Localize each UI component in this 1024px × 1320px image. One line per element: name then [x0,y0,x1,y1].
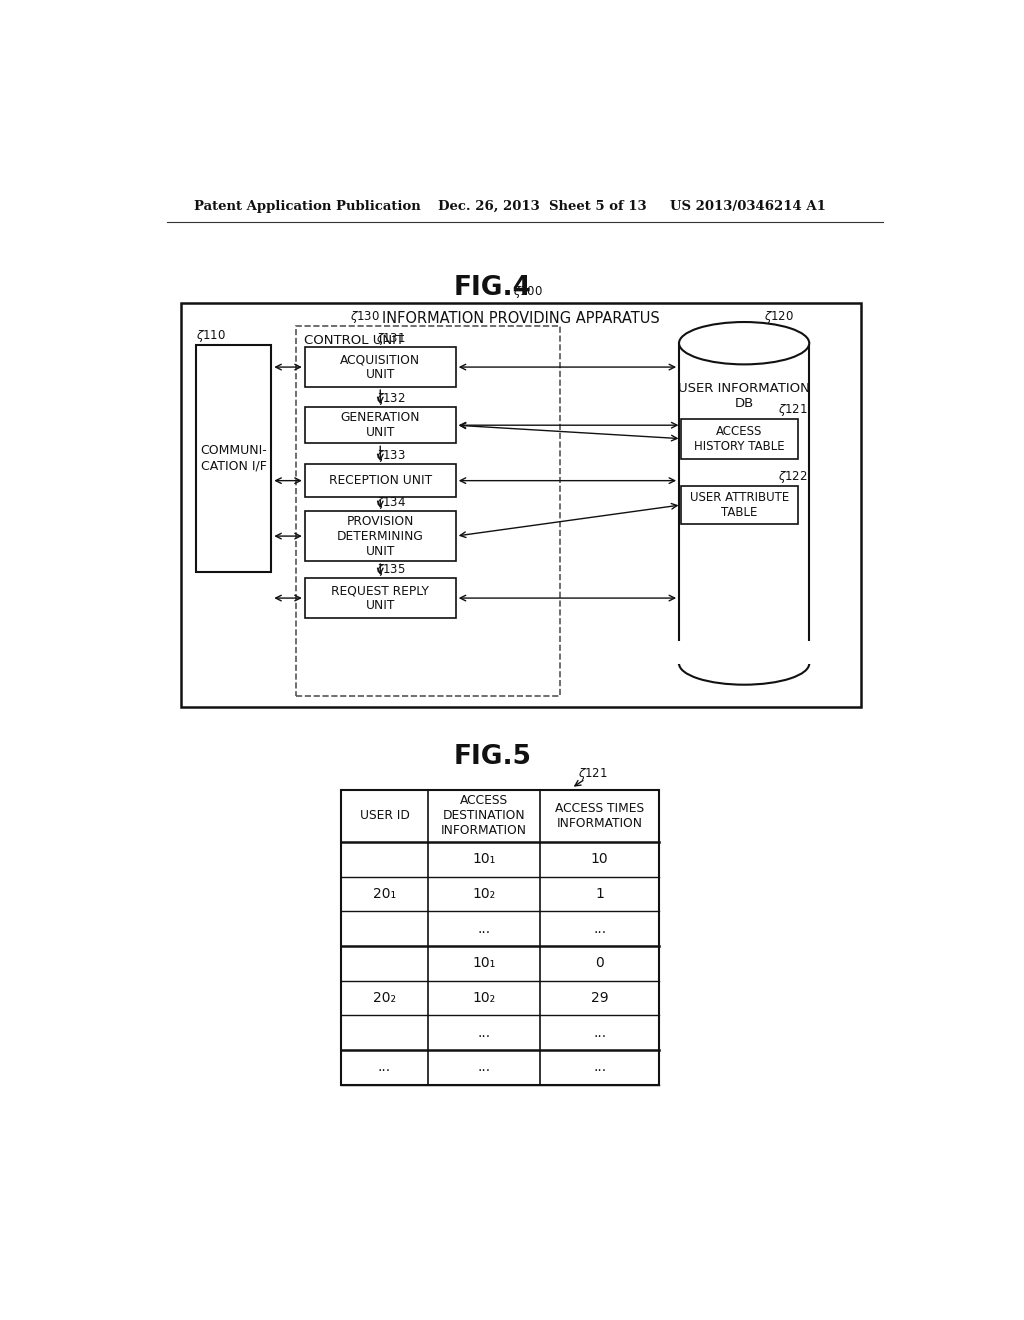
Text: $\zeta$130: $\zeta$130 [350,309,381,325]
Text: ACCESS
HISTORY TABLE: ACCESS HISTORY TABLE [694,425,784,453]
Text: ...: ... [593,1026,606,1040]
Text: Patent Application Publication: Patent Application Publication [194,199,421,213]
Bar [678,642,811,664]
Bar [305,578,456,618]
Text: US 2013/0346214 A1: US 2013/0346214 A1 [671,199,826,213]
Text: 0: 0 [595,957,604,970]
Bar [180,304,861,708]
Ellipse shape [679,322,809,364]
Text: RECEPTION UNIT: RECEPTION UNIT [329,474,432,487]
Bar [197,345,271,572]
Text: ACCESS
DESTINATION
INFORMATION: ACCESS DESTINATION INFORMATION [441,795,527,837]
Text: 10₂: 10₂ [472,887,496,902]
Text: $\zeta$121: $\zeta$121 [578,767,607,783]
Bar [296,326,560,696]
Text: ...: ... [477,1026,490,1040]
Bar [681,418,798,459]
Text: $\zeta$134: $\zeta$134 [377,495,407,511]
Text: GENERATION
UNIT: GENERATION UNIT [341,412,420,440]
Text: 10: 10 [591,853,608,866]
Text: 20₂: 20₂ [373,991,396,1005]
Text: 10₂: 10₂ [472,991,496,1005]
Text: $\zeta$100: $\zeta$100 [513,284,543,301]
Ellipse shape [679,643,809,685]
Text: $\zeta$120: $\zeta$120 [764,309,794,325]
Bar [305,407,456,444]
Text: 1: 1 [595,887,604,902]
Text: PROVISION
DETERMINING
UNIT: PROVISION DETERMINING UNIT [337,515,424,557]
Text: 20₁: 20₁ [373,887,396,902]
Text: Dec. 26, 2013  Sheet 5 of 13: Dec. 26, 2013 Sheet 5 of 13 [438,199,646,213]
Text: ...: ... [378,1060,391,1074]
Text: FIG.5: FIG.5 [454,744,531,771]
Text: 10₁: 10₁ [472,957,496,970]
Text: $\zeta$110: $\zeta$110 [197,327,226,343]
Text: USER INFORMATION
DB: USER INFORMATION DB [678,381,810,409]
Text: $\zeta$121: $\zeta$121 [778,403,808,418]
Text: ACQUISITION
UNIT: ACQUISITION UNIT [340,352,420,381]
Text: ...: ... [593,921,606,936]
Text: 10₁: 10₁ [472,853,496,866]
Text: $\zeta$132: $\zeta$132 [377,391,407,407]
Text: USER ID: USER ID [359,809,410,822]
Text: COMMUNI-
CATION I/F: COMMUNI- CATION I/F [201,445,267,473]
Text: CONTROL UNIT: CONTROL UNIT [304,334,403,347]
Text: $\zeta$131: $\zeta$131 [377,330,407,347]
Bar [305,511,456,561]
Text: FIG.4: FIG.4 [454,275,531,301]
Bar [681,486,798,524]
Text: $\zeta$135: $\zeta$135 [377,561,407,578]
Text: REQUEST REPLY
UNIT: REQUEST REPLY UNIT [332,583,429,612]
Text: 29: 29 [591,991,608,1005]
Text: USER ATTRIBUTE
TABLE: USER ATTRIBUTE TABLE [690,491,790,519]
Text: ACCESS TIMES
INFORMATION: ACCESS TIMES INFORMATION [555,803,644,830]
Text: INFORMATION PROVIDING APPARATUS: INFORMATION PROVIDING APPARATUS [382,312,659,326]
Bar [305,465,456,498]
Text: ...: ... [477,921,490,936]
Bar [341,789,658,1085]
Text: $\zeta$133: $\zeta$133 [377,447,407,463]
Text: ...: ... [477,1060,490,1074]
Text: ...: ... [593,1060,606,1074]
Text: $\zeta$122: $\zeta$122 [778,469,808,486]
Bar [305,347,456,387]
